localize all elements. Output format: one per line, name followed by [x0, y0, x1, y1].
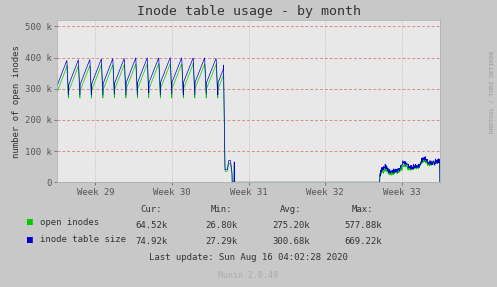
- Text: ■: ■: [27, 235, 33, 245]
- Text: Max:: Max:: [352, 205, 374, 214]
- Text: inode table size: inode table size: [40, 235, 126, 244]
- Text: Cur:: Cur:: [141, 205, 163, 214]
- Text: 64.52k: 64.52k: [136, 221, 167, 230]
- Title: Inode table usage - by month: Inode table usage - by month: [137, 5, 360, 18]
- Y-axis label: number of open inodes: number of open inodes: [11, 45, 20, 158]
- Text: 275.20k: 275.20k: [272, 221, 310, 230]
- Text: Munin 2.0.49: Munin 2.0.49: [219, 271, 278, 280]
- Text: ■: ■: [27, 218, 33, 227]
- Text: 300.68k: 300.68k: [272, 237, 310, 246]
- Text: 26.80k: 26.80k: [205, 221, 237, 230]
- Text: Last update: Sun Aug 16 04:02:28 2020: Last update: Sun Aug 16 04:02:28 2020: [149, 253, 348, 262]
- Text: 577.88k: 577.88k: [344, 221, 382, 230]
- Text: RRDTOOL / TOBI OETIKER: RRDTOOL / TOBI OETIKER: [490, 51, 495, 133]
- Text: open inodes: open inodes: [40, 218, 99, 227]
- Text: 669.22k: 669.22k: [344, 237, 382, 246]
- Text: 74.92k: 74.92k: [136, 237, 167, 246]
- Text: 27.29k: 27.29k: [205, 237, 237, 246]
- Text: Min:: Min:: [210, 205, 232, 214]
- Text: Avg:: Avg:: [280, 205, 302, 214]
